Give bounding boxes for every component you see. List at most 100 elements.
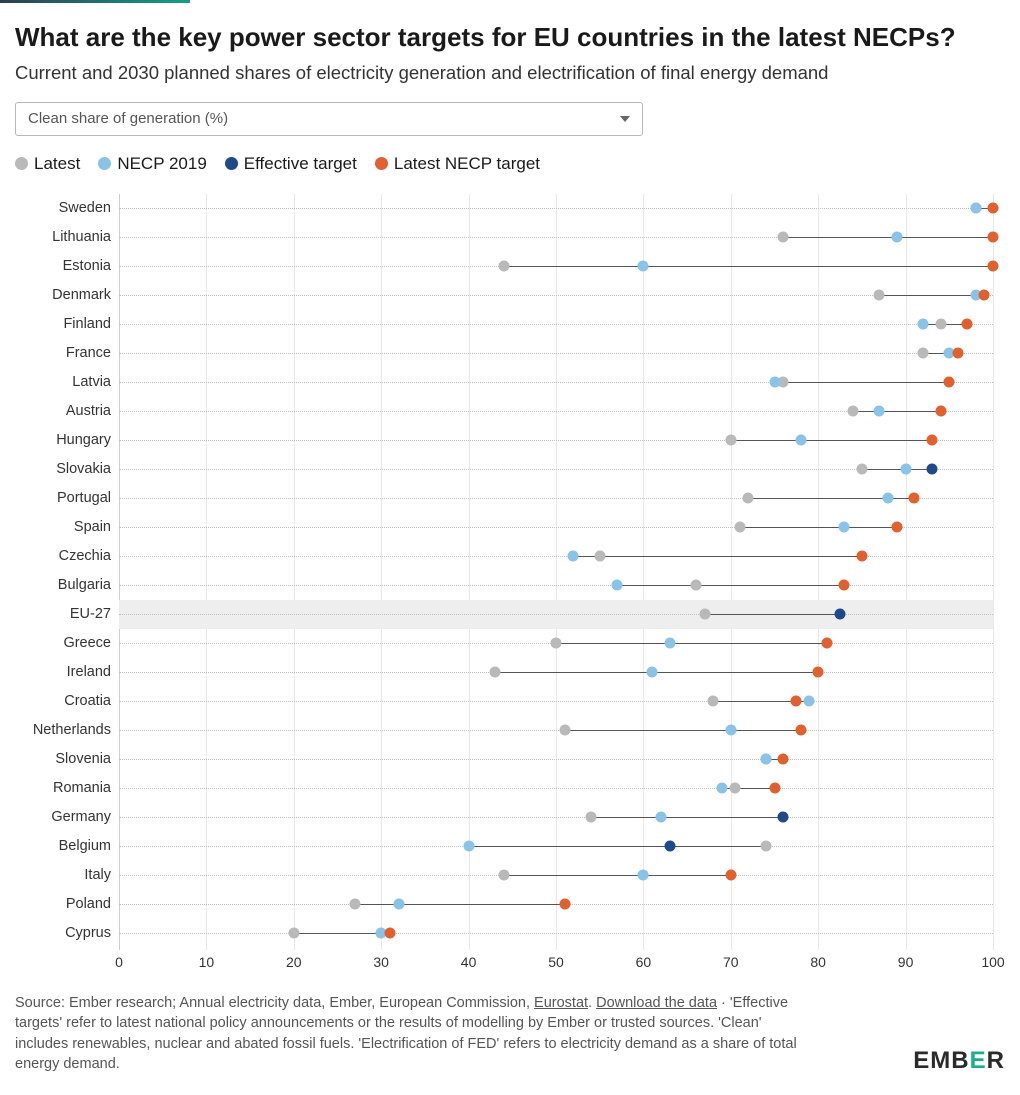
marker-target (926, 435, 937, 446)
row-guide-line (119, 324, 993, 325)
header-accent-bar (0, 0, 190, 3)
x-tick: 80 (810, 954, 826, 970)
marker-latest (725, 435, 736, 446)
marker-target (725, 870, 736, 881)
marker-necp2019 (891, 232, 902, 243)
marker-target (856, 551, 867, 562)
row-label: Ireland (15, 664, 111, 680)
chart-row: Sweden (119, 194, 993, 223)
row-label: Greece (15, 635, 111, 651)
ember-logo: EMBER (913, 1047, 1005, 1075)
chart-row: Austria (119, 397, 993, 426)
row-label: Spain (15, 519, 111, 535)
connector-line (705, 614, 840, 615)
marker-target (988, 232, 999, 243)
chart-row: Netherlands (119, 716, 993, 745)
marker-target (988, 261, 999, 272)
chart-row: Czechia (119, 542, 993, 571)
legend-swatch (375, 157, 388, 170)
row-guide-line (119, 817, 993, 818)
chart-row: EU-27 (119, 600, 993, 629)
row-label: EU-27 (15, 606, 111, 622)
marker-latest (585, 812, 596, 823)
row-label: Netherlands (15, 722, 111, 738)
marker-necp2019 (463, 841, 474, 852)
marker-latest (498, 261, 509, 272)
chart-row: Germany (119, 803, 993, 832)
row-guide-line (119, 759, 993, 760)
marker-target (979, 290, 990, 301)
marker-necp2019 (725, 725, 736, 736)
row-guide-line (119, 208, 993, 209)
marker-latest (489, 667, 500, 678)
marker-target (988, 203, 999, 214)
marker-latest (349, 899, 360, 910)
legend-swatch (98, 157, 111, 170)
marker-necp2019 (883, 493, 894, 504)
row-label: Romania (15, 780, 111, 796)
download-data-link[interactable]: Download the data (596, 995, 717, 1011)
marker-latest (699, 609, 710, 620)
connector-line (731, 440, 932, 441)
x-tick: 30 (373, 954, 389, 970)
marker-necp2019 (839, 522, 850, 533)
row-label: Bulgaria (15, 577, 111, 593)
row-guide-line (119, 730, 993, 731)
marker-target (821, 638, 832, 649)
marker-target (769, 783, 780, 794)
chart-row: Ireland (119, 658, 993, 687)
chart-row: Estonia (119, 252, 993, 281)
chart-row: Hungary (119, 426, 993, 455)
chevron-down-icon (620, 116, 630, 122)
marker-target (839, 580, 850, 591)
marker-latest (856, 464, 867, 475)
row-label: Belgium (15, 838, 111, 854)
marker-necp2019 (795, 435, 806, 446)
legend-item: Latest NECP target (375, 154, 540, 174)
legend-swatch (15, 157, 28, 170)
marker-latest (743, 493, 754, 504)
row-label: Austria (15, 403, 111, 419)
connector-line (783, 237, 993, 238)
marker-latest (918, 348, 929, 359)
marker-necp2019 (638, 261, 649, 272)
metric-dropdown[interactable]: Clean share of generation (%) (15, 102, 643, 136)
chart-row: Spain (119, 513, 993, 542)
marker-target (891, 522, 902, 533)
marker-latest (778, 232, 789, 243)
row-label: Cyprus (15, 925, 111, 941)
connector-line (740, 527, 897, 528)
marker-necp2019 (655, 812, 666, 823)
row-label: Croatia (15, 693, 111, 709)
row-label: Germany (15, 809, 111, 825)
row-guide-line (119, 353, 993, 354)
marker-latest (559, 725, 570, 736)
marker-target (559, 899, 570, 910)
connector-line (862, 469, 932, 470)
marker-latest (690, 580, 701, 591)
row-guide-line (119, 788, 993, 789)
connector-line (504, 266, 993, 267)
source-notes: Source: Ember research; Annual electrici… (15, 993, 815, 1075)
marker-necp2019 (900, 464, 911, 475)
row-label: Denmark (15, 287, 111, 303)
marker-target (944, 377, 955, 388)
chart-legend: LatestNECP 2019Effective targetLatest NE… (15, 154, 1005, 174)
marker-effective (778, 812, 789, 823)
chart-area: SwedenLithuaniaEstoniaDenmarkFinlandFran… (15, 194, 995, 975)
marker-latest (288, 928, 299, 939)
row-guide-line (119, 933, 993, 934)
chart-row: Lithuania (119, 223, 993, 252)
dropdown-selected-label: Clean share of generation (%) (28, 110, 228, 127)
chart-row: Bulgaria (119, 571, 993, 600)
marker-latest (730, 783, 741, 794)
row-label: Hungary (15, 432, 111, 448)
legend-label: NECP 2019 (117, 154, 206, 174)
source-link-eurostat[interactable]: Eurostat (534, 995, 588, 1011)
marker-target (384, 928, 395, 939)
chart-row: Romania (119, 774, 993, 803)
row-label: Italy (15, 867, 111, 883)
row-label: Estonia (15, 258, 111, 274)
marker-target (961, 319, 972, 330)
marker-latest (935, 319, 946, 330)
